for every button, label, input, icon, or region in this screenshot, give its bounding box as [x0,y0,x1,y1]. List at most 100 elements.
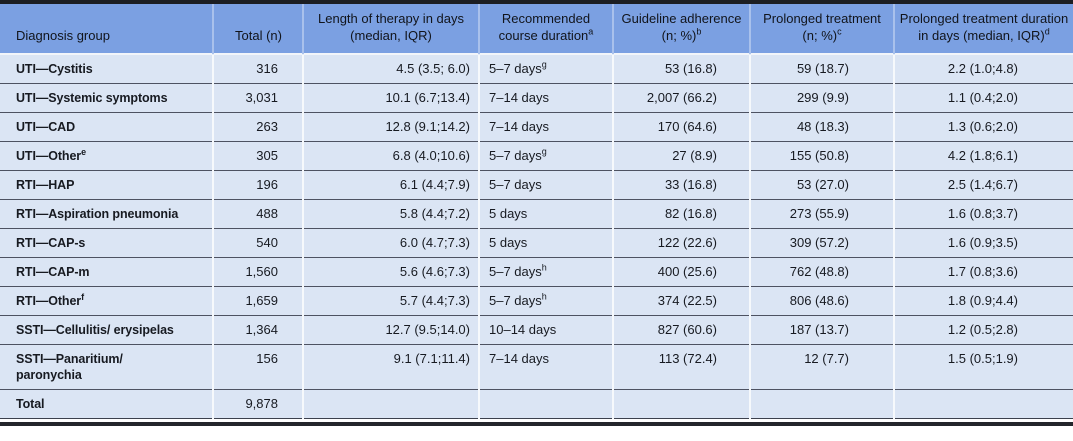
cell-text: 827 (60.6) [657,322,717,337]
value-cell: 1,560 [212,257,303,287]
col-header-total-n: Total (n) [212,2,303,54]
table-body: UTI—Cystitis 316 4.5 (3.5; 6.0) 5–7 daysg 53… [0,53,1073,419]
cell-text: 196 [256,177,278,192]
cell-text: 12.8 (9.1;14.2) [385,119,470,134]
cell-text: 5–7 days [489,61,542,76]
value-cell: 1.8 (0.9;4.4) [893,286,1073,316]
cell-text: 5.6 (4.6;7.3) [399,264,470,279]
diagnosis-cell: RTI—CAP-s [0,228,213,258]
cell-text: 6.8 (4.0;10.6) [392,148,470,163]
diagnosis-cell: RTI—CAP-m [0,257,213,287]
value-cell: 3,031 [212,83,303,113]
footnote-marker: a [588,26,594,37]
value-cell: 156 [212,344,303,390]
cell-text: 305 [256,148,278,163]
diagnosis-cell: UTI—Othere [0,141,213,171]
table-header: Diagnosis group Total (n) Length of therap… [0,2,1073,54]
value-cell: 5.8 (4.4;7.2) [302,199,479,229]
value-cell: 4.5 (3.5; 6.0) [302,53,479,84]
cell-text: SSTI—Cellulitis/ erysipelas [16,323,174,337]
table-row: RTI—CAP-m 1,560 5.6 (4.6;7.3) 5–7 daysh 400 … [0,257,1073,287]
value-cell: 33 (16.8) [612,170,750,200]
cell-text: 4.5 (3.5; 6.0) [396,61,470,76]
cell-text: 5–7 days [489,148,542,163]
value-cell: 48 (18.3) [749,112,894,142]
value-cell: 1.5 (0.5;1.9) [893,344,1073,390]
cell-text: 12 (7.7) [804,351,849,366]
table-row: UTI—Othere 305 6.8 (4.0;10.6) 5–7 daysg 27 (… [0,141,1073,171]
cell-text: 6.1 (4.4;7.9) [399,177,470,192]
value-cell: 27 (8.9) [612,141,750,171]
cell-text: 5–7 days [489,264,542,279]
value-cell: 59 (18.7) [749,53,894,84]
cell-text: 10–14 days [489,322,557,337]
cell-text: 1.6 (0.8;3.7) [947,206,1018,221]
cell-text: 6.0 (4.7;7.3) [399,235,470,250]
diagnosis-cell: SSTI—Panaritium/ paronychia [0,344,213,390]
cell-text: 273 (55.9) [789,206,849,221]
cell-text: 187 (13.7) [789,322,849,337]
cell-text: 3,031 [245,90,278,105]
value-cell: 5–7 daysh [478,286,613,316]
value-cell: 9,878 [212,389,303,419]
value-cell: 4.2 (1.8;6.1) [893,141,1073,171]
cell-text: 299 (9.9) [796,90,849,105]
value-cell: 1,659 [212,286,303,316]
value-cell: 305 [212,141,303,171]
footnote-marker: h [541,291,547,302]
cell-text: 4.2 (1.8;6.1) [947,148,1018,163]
diagnosis-cell: RTI—Otherf [0,286,213,316]
value-cell: 12.7 (9.5;14.0) [302,315,479,345]
footnote-marker: e [81,146,86,157]
value-cell: 299 (9.9) [749,83,894,113]
cell-text: Length of therapy in days (median, IQR) [318,11,464,43]
cell-text: 488 [256,206,278,221]
footnote-marker: h [541,262,547,273]
cell-text: 12.7 (9.5;14.0) [385,322,470,337]
value-cell: 7–14 days [478,83,613,113]
value-cell: 53 (16.8) [612,53,750,84]
cell-text: 82 (16.8) [664,206,717,221]
cell-text: 1.2 (0.5;2.8) [947,322,1018,337]
value-cell: 5.7 (4.4;7.3) [302,286,479,316]
cell-text: RTI—Other [16,294,82,308]
cell-text: 5–7 days [489,177,542,192]
value-cell [612,389,750,419]
col-header-recommended-course-duration: Recommended course durationa [478,2,613,54]
cell-text: 309 (57.2) [789,235,849,250]
value-cell: 309 (57.2) [749,228,894,258]
cell-text: 5–7 days [489,293,542,308]
value-cell: 196 [212,170,303,200]
cell-text: 9,878 [245,396,278,411]
value-cell: 5–7 daysg [478,53,613,84]
value-cell: 827 (60.6) [612,315,750,345]
value-cell: 540 [212,228,303,258]
value-cell: 5 days [478,199,613,229]
bottom-rule [0,422,1073,426]
cell-text: Total [16,397,45,411]
value-cell: 5 days [478,228,613,258]
value-cell: 5–7 daysh [478,257,613,287]
cell-text: Total (n) [235,27,282,43]
table-row: RTI—HAP 196 6.1 (4.4;7.9) 5–7 days 33 (16.8)… [0,170,1073,200]
value-cell: 53 (27.0) [749,170,894,200]
cell-text: UTI—Cystitis [16,62,93,76]
cell-text: 1.6 (0.9;3.5) [947,235,1018,250]
footnote-marker: b [696,26,702,37]
cell-text: 1.5 (0.5;1.9) [947,351,1018,366]
cell-text: RTI—CAP-m [16,265,90,279]
cell-text: UTI—CAD [16,120,76,134]
table-row: RTI—Otherf 1,659 5.7 (4.4;7.3) 5–7 daysh 374… [0,286,1073,316]
cell-text: 59 (18.7) [796,61,849,76]
col-header-diagnosis-group: Diagnosis group [0,2,213,54]
cell-text: 316 [256,61,278,76]
cell-text: 113 (72.4) [658,351,717,366]
value-cell: 155 (50.8) [749,141,894,171]
cell-text: UTI—Systemic symptoms [16,91,168,105]
cell-text: 762 (48.8) [789,264,849,279]
cell-text: 1,659 [245,293,278,308]
cell-text: RTI—HAP [16,178,75,192]
therapy-duration-table: Diagnosis group Total (n) Length of therap… [0,0,1073,419]
bottom-rule-gap [0,419,1073,422]
diagnosis-cell: RTI—HAP [0,170,213,200]
